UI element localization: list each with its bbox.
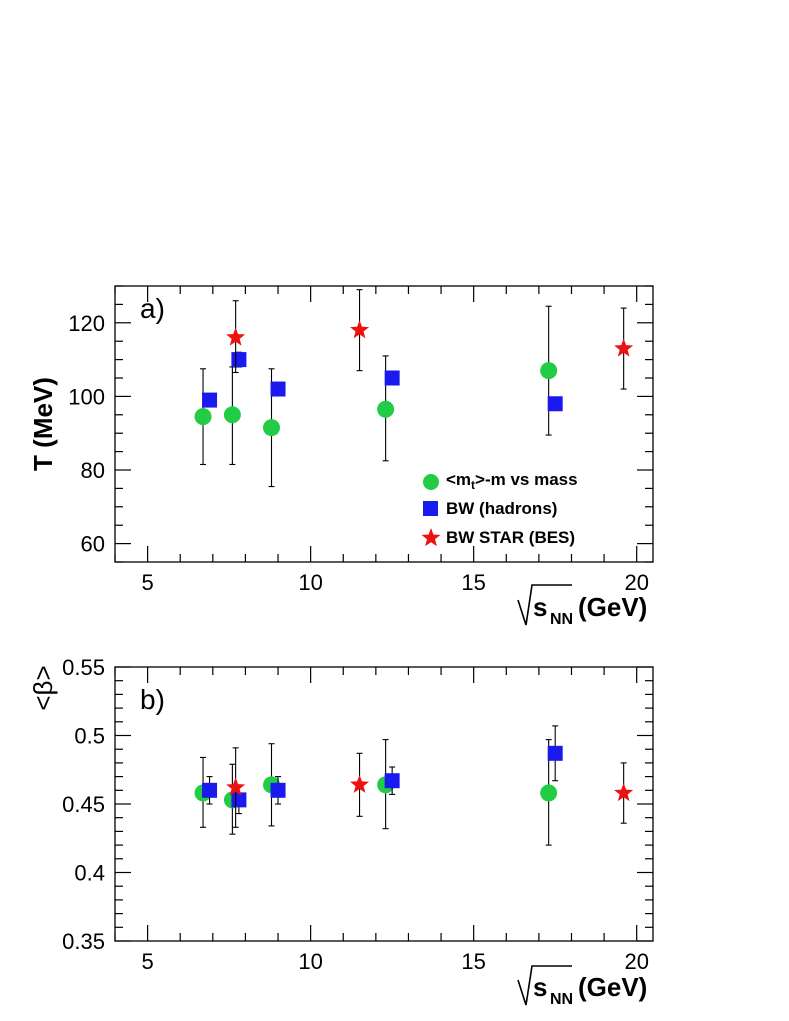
y-tick-label: 120 bbox=[68, 311, 105, 336]
legend-label-mt-sub: t bbox=[471, 478, 475, 492]
point-bw_star bbox=[226, 777, 246, 796]
point-bw_hadrons bbox=[202, 782, 218, 798]
point-bw_hadrons bbox=[231, 792, 247, 808]
y-tick-label: 80 bbox=[81, 458, 105, 483]
ticks-a bbox=[114, 285, 653, 563]
ticks-b bbox=[114, 666, 653, 942]
panel-label-b: b) bbox=[140, 684, 165, 715]
y-tick-label: 60 bbox=[81, 532, 105, 557]
legend-label-bw-hadrons: BW (hadrons) bbox=[446, 499, 557, 518]
x-axis-title-sub-b: NN bbox=[550, 991, 573, 1008]
point-bw_hadrons bbox=[270, 381, 286, 397]
x-axis-title-main-a: s bbox=[533, 592, 547, 622]
panel-b: 5 10 15 20 0.35 0.4 0.45 0.5 0.55 b) <β> s NN (… bbox=[28, 655, 654, 1008]
x-axis-title-sub-a: NN bbox=[550, 611, 573, 628]
point-bw_star bbox=[350, 774, 370, 793]
x-axis-title-main-b: s bbox=[533, 972, 547, 1002]
point-bw_star bbox=[614, 783, 634, 802]
point-mt_mass bbox=[540, 362, 558, 380]
x-axis-title-a: s NN (GeV) bbox=[517, 584, 647, 628]
y-tick-labels-b: 0.35 0.4 0.45 0.5 0.55 bbox=[62, 655, 105, 954]
point-bw_star bbox=[350, 320, 370, 339]
point-mt_mass bbox=[194, 408, 212, 426]
plot-frame-a bbox=[114, 285, 654, 563]
x-tick-label: 15 bbox=[461, 949, 485, 974]
point-mt_mass bbox=[263, 419, 281, 437]
point-bw_hadrons bbox=[231, 352, 247, 368]
point-mt_mass bbox=[540, 784, 558, 802]
point-bw_hadrons bbox=[202, 392, 218, 408]
y-tick-label: 100 bbox=[68, 384, 105, 409]
x-tick-label: 20 bbox=[624, 570, 648, 595]
legend-label-mt-mass: <mt>-m vs mass bbox=[446, 470, 578, 492]
plot-frame-b bbox=[114, 666, 654, 942]
legend-marker-mt-mass bbox=[423, 474, 439, 490]
y-tick-label: 0.5 bbox=[74, 724, 105, 749]
panel-a: 5 10 15 20 60 80 100 120 a) T (MeV) s NN (GeV)… bbox=[28, 285, 654, 628]
legend-label-bw-star: BW STAR (BES) bbox=[446, 528, 575, 547]
point-bw_star bbox=[226, 327, 246, 346]
sqrt-sign-a bbox=[517, 584, 572, 626]
y-tick-label: 0.45 bbox=[62, 792, 105, 817]
y-axis-title-a: T (MeV) bbox=[28, 377, 58, 471]
point-bw_hadrons bbox=[384, 773, 400, 789]
legend-marker-bw-hadrons bbox=[423, 501, 438, 516]
x-tick-labels-b: 5 10 15 20 bbox=[141, 949, 648, 974]
sqrt-sign-b bbox=[517, 965, 572, 1006]
x-tick-label: 10 bbox=[298, 570, 322, 595]
legend-label-mt-rest: >-m vs mass bbox=[475, 470, 578, 489]
point-bw_star bbox=[614, 338, 634, 357]
y-axis-title-b: <β> bbox=[28, 665, 58, 710]
point-bw_hadrons bbox=[547, 396, 563, 412]
x-tick-labels-a: 5 10 15 20 bbox=[141, 570, 648, 595]
point-bw_hadrons bbox=[547, 745, 563, 761]
y-tick-label: 0.4 bbox=[74, 861, 105, 886]
y-tick-label: 0.55 bbox=[62, 655, 105, 680]
legend: <mt>-m vs mass BW (hadrons) BW STAR (BES… bbox=[421, 470, 578, 547]
x-tick-label: 10 bbox=[298, 949, 322, 974]
point-mt_mass bbox=[377, 400, 395, 418]
legend-label-mt-main: <m bbox=[446, 470, 471, 489]
x-tick-label: 5 bbox=[141, 570, 153, 595]
data-marks-a bbox=[194, 289, 634, 488]
y-tick-labels-a: 60 80 100 120 bbox=[68, 311, 105, 557]
x-tick-label: 15 bbox=[461, 570, 485, 595]
x-axis-title-unit-b: (GeV) bbox=[578, 972, 647, 1002]
point-bw_hadrons bbox=[384, 370, 400, 386]
x-axis-title-unit-a: (GeV) bbox=[578, 592, 647, 622]
y-tick-label: 0.35 bbox=[62, 929, 105, 954]
panel-label-a: a) bbox=[140, 293, 165, 324]
x-tick-label: 20 bbox=[624, 949, 648, 974]
x-axis-title-b: s NN (GeV) bbox=[517, 965, 647, 1008]
x-tick-label: 5 bbox=[141, 949, 153, 974]
legend-marker-bw-star bbox=[421, 528, 441, 547]
point-mt_mass bbox=[223, 406, 241, 424]
point-bw_hadrons bbox=[270, 782, 286, 798]
data-marks-b bbox=[194, 725, 634, 846]
